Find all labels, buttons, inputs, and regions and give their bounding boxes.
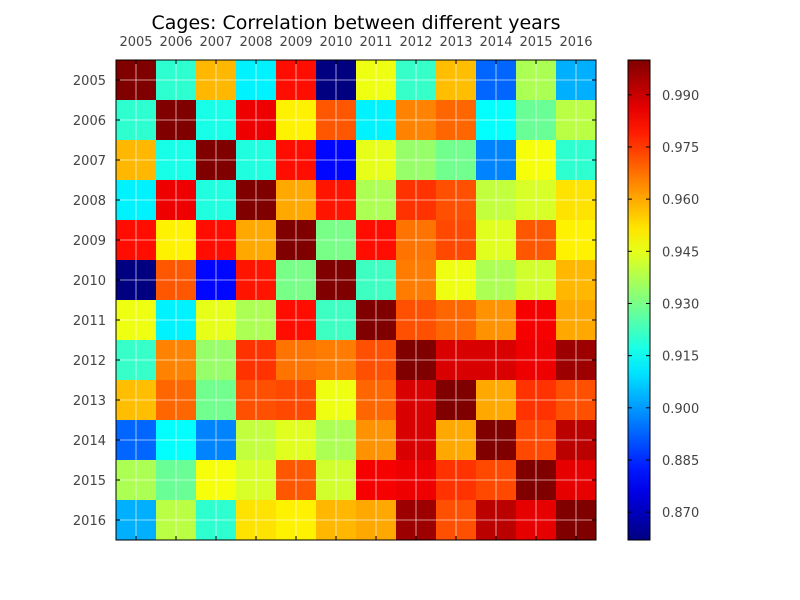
x-tick-label-2005: 2005 [119, 35, 152, 50]
colorbar-tick-label: 0.945 [662, 245, 699, 260]
y-tick-label-2010: 2010 [73, 274, 106, 289]
y-tick-label-2014: 2014 [73, 434, 106, 449]
y-tick-label-2008: 2008 [73, 194, 106, 209]
x-tick-label-2010: 2010 [319, 35, 352, 50]
colorbar-tick-label: 0.990 [662, 89, 699, 104]
y-tick-label-2007: 2007 [73, 154, 106, 169]
y-tick-label-2005: 2005 [73, 74, 106, 89]
x-tick-label-2012: 2012 [399, 35, 432, 50]
colorbar-gradient [628, 60, 650, 540]
x-tick-label-2015: 2015 [519, 35, 552, 50]
x-tick-label-2014: 2014 [479, 35, 512, 50]
colorbar-tick-label: 0.885 [662, 454, 699, 469]
plot-frame [115, 59, 597, 541]
y-tick-label-2006: 2006 [73, 114, 106, 129]
colorbar-tick-label: 0.960 [662, 193, 699, 208]
y-tick-label-2009: 2009 [73, 234, 106, 249]
chart-title: Cages: Correlation between different yea… [151, 12, 560, 34]
x-tick-label-2008: 2008 [239, 35, 272, 50]
y-tick-label-2015: 2015 [73, 474, 106, 489]
colorbar-tick-label: 0.975 [662, 141, 699, 156]
colorbar-frame [627, 59, 651, 541]
colorbar: 0.870 0.885 0.900 0.915 0.930 0.945 0.960 0.975… [627, 59, 699, 541]
x-tick-label-2016: 2016 [559, 35, 592, 50]
x-tick-label-2007: 2007 [199, 35, 232, 50]
axes: 2005 2005 2006 2006 2007 2007 2008 2008 2009 2009… [73, 35, 597, 541]
grid-lines [116, 60, 596, 540]
colorbar-tick-label: 0.930 [662, 297, 699, 312]
heatmap-cells [116, 60, 597, 541]
x-tick-label-2011: 2011 [359, 35, 392, 50]
y-tick-label-2011: 2011 [73, 314, 106, 329]
y-tick-label-2013: 2013 [73, 394, 106, 409]
y-tick-label-2016: 2016 [73, 514, 106, 529]
colorbar-tick-label: 0.915 [662, 350, 699, 365]
y-tick-label-2012: 2012 [73, 354, 106, 369]
x-tick-label-2009: 2009 [279, 35, 312, 50]
x-tick-label-2006: 2006 [159, 35, 192, 50]
colorbar-tick-label: 0.900 [662, 402, 699, 417]
x-tick-label-2013: 2013 [439, 35, 472, 50]
colorbar-tick-label: 0.870 [662, 506, 699, 521]
